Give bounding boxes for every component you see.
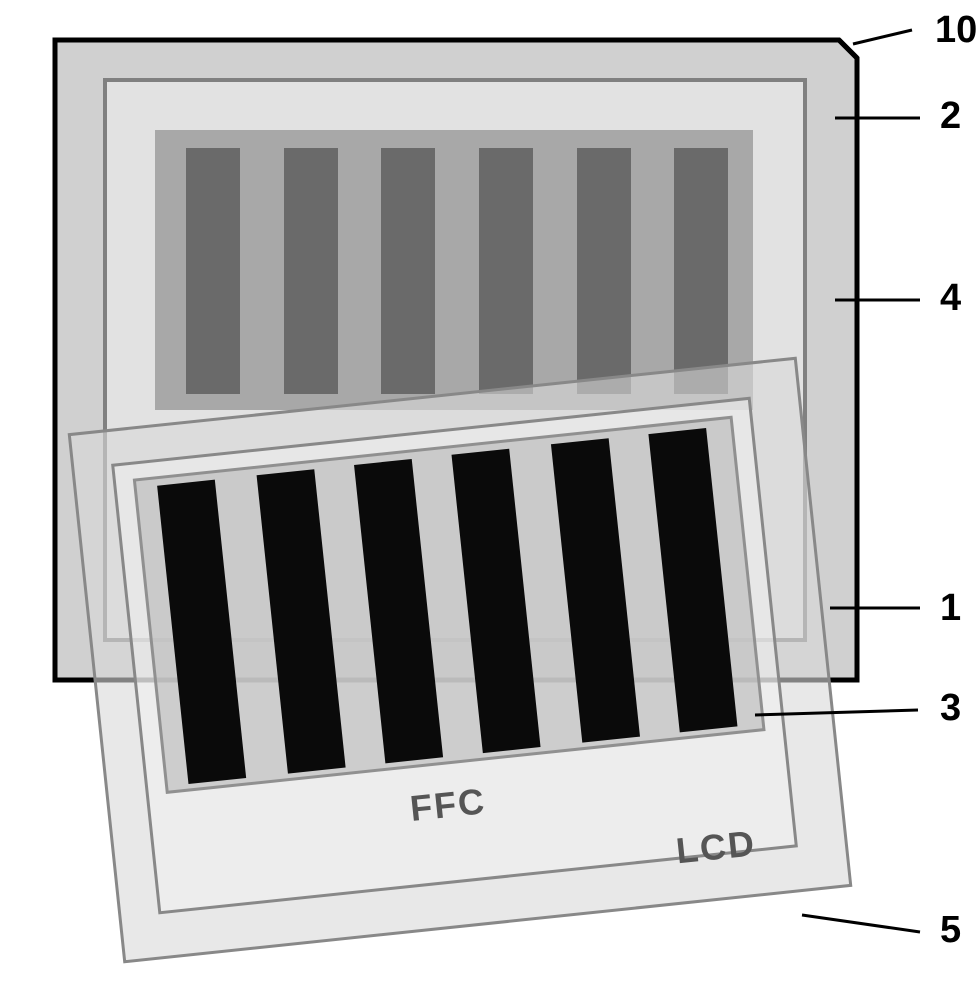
back-barrier-area — [155, 130, 753, 410]
back-bar — [577, 148, 631, 394]
callout-label-1: 1 — [940, 587, 961, 629]
back-bar — [284, 148, 338, 394]
lcd-label: LCD — [674, 822, 758, 871]
back-bar — [479, 148, 533, 394]
callout-label-3: 3 — [940, 687, 961, 729]
callout-label-10: 10 — [935, 9, 977, 51]
callout-label-5: 5 — [940, 909, 961, 951]
back-bar — [674, 148, 728, 394]
callout-line — [853, 30, 912, 44]
back-bar — [186, 148, 240, 394]
ffc-label: FFC — [408, 780, 488, 829]
diagram-svg: FFC LCD 10 2 4 1 3 5 — [0, 0, 980, 1000]
diagram-stage: FFC LCD 10 2 4 1 3 5 — [0, 0, 980, 1000]
tilted-assembly: FFC LCD — [69, 358, 850, 961]
callout-line — [802, 915, 920, 932]
callout-label-2: 2 — [940, 95, 961, 137]
back-bar — [381, 148, 435, 394]
callout-label-4: 4 — [940, 277, 961, 319]
